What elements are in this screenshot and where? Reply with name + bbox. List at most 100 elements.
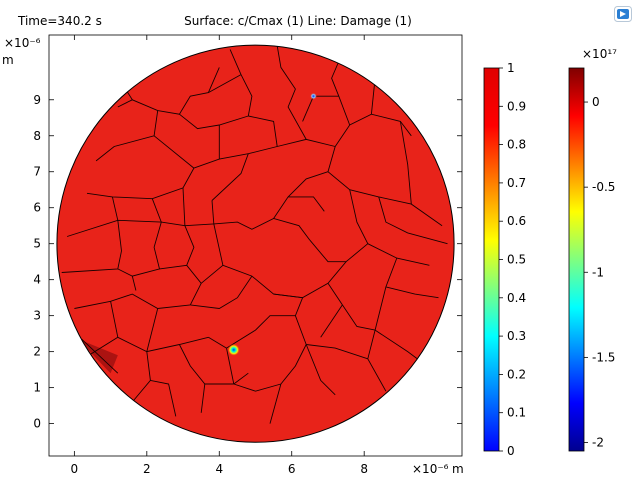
surface-colorbar-label: 0 [507,444,515,458]
grain-boundary-line [378,196,448,245]
grain-boundary-line [306,344,368,360]
y-tick-label: 1 [33,381,41,395]
line-colorbar-label: -0.5 [592,180,615,194]
x-axis-unit: m [452,462,464,476]
grain-boundary-line [269,383,282,424]
grain-boundary-line [288,196,325,212]
y-axis-unit: m [2,53,14,67]
x-axis-exponent: ×10⁻⁶ [412,462,449,476]
line-colorbar-label: -1.5 [592,350,615,364]
grain-boundary-line [111,196,119,221]
line-colorbar-ticks: -2 -1.5 -1 -0.5 0 [584,95,615,449]
particle-domain [56,44,455,443]
grain-boundary-line [226,297,304,349]
grain-boundary-line [178,344,234,385]
grain-boundary-line [327,146,443,227]
x-tick-label: 8 [360,462,368,476]
grain-boundary-line [117,336,209,353]
grain-boundary-line [81,338,119,374]
surface-colorbar-label: 1 [507,61,515,75]
grain-boundary-line [280,344,307,385]
plot-title: Surface: c/Cmax (1) Line: Damage (1) [184,14,412,28]
grain-boundary-line [211,200,215,224]
grain-boundary-line [276,45,307,140]
x-tick-label: 2 [143,462,151,476]
y-axis-ticks: 0 1 2 3 4 5 6 7 8 9 [33,93,462,431]
x-tick-label: 6 [288,462,296,476]
y-tick-label: 7 [33,165,41,179]
damaged-region [77,339,118,374]
surface-colorbar-label: 0.7 [507,176,526,190]
y-tick-label: 0 [33,417,41,431]
grain-boundary-line [229,49,253,117]
grain-boundary-line [131,275,137,291]
damage-lines-group [61,45,448,424]
grain-boundary-line [248,138,336,155]
grain-boundary-line [151,198,162,223]
y-tick-label: 6 [33,201,41,215]
x-tick-label: 4 [215,462,223,476]
concentration-hotspot [227,343,240,356]
y-tick-label: 8 [33,129,41,143]
axis-exponent-labels: ×10⁻⁶ m ×10⁻⁶ m [2,36,464,476]
grain-boundary-line [349,189,369,244]
grain-boundary-line [233,383,282,392]
grain-boundary-line [95,110,159,162]
grain-boundary-line [208,74,242,93]
grain-boundary-line [309,239,347,263]
surface-colorbar-label: 0.4 [507,291,526,305]
grain-boundary-line [153,135,195,169]
grain-boundary-line [320,304,343,338]
grain-boundary-line [294,315,336,396]
y-tick-label: 3 [33,309,41,323]
grain-boundary-line [146,308,159,352]
grain-boundary-line [399,121,412,205]
concentration-surface [56,45,455,443]
surface-colorbar-label: 0.5 [507,253,526,267]
concentration-hotspot [309,92,317,100]
x-tick-label: 0 [71,462,79,476]
axes-frame [48,34,463,457]
grain-boundary-line [179,113,249,130]
grain-boundary-line [159,225,195,270]
grain-boundary-line [182,187,186,226]
surface-colorbar-ticks: 0 0.1 0.2 0.3 0.4 0.5 0.6 0.7 0.8 0.9 1 [499,61,526,458]
grain-boundary-line [200,383,206,413]
grain-boundary-line [74,293,191,309]
y-tick-label: 9 [33,93,41,107]
grain-boundary-line [233,372,249,385]
particle-boundary [56,44,455,443]
surface-colorbar-label: 0.2 [507,367,526,381]
y-axis-exponent: ×10⁻⁶ [4,36,41,50]
surface-colorbar-label: 0.9 [507,99,526,113]
comsol-logo-icon [614,6,632,22]
surface-colorbar-label: 0.3 [507,329,526,343]
grain-boundary-line [211,153,249,201]
grain-boundary-line [331,52,351,126]
y-tick-label: 4 [33,273,41,287]
surface-colorbar [483,67,500,452]
grain-boundary-line [61,220,122,273]
grain-boundary-line [385,286,439,299]
line-colorbar-label: 0 [592,95,600,109]
line-colorbar-label: -1 [592,265,604,279]
surface-colorbar-label: 0.8 [507,138,526,152]
grain-boundary-line [190,275,253,309]
y-tick-label: 5 [33,237,41,251]
grain-boundary-line [226,348,235,385]
grain-boundary-line [273,171,329,219]
surface-colorbar-label: 0.6 [507,214,526,228]
surface-colorbar-label: 0.1 [507,406,526,420]
line-colorbar-label: -2 [592,435,604,449]
time-label: Time=340.2 s [17,14,102,28]
y-tick-label: 2 [33,345,41,359]
grain-boundary-line [213,218,311,241]
grain-boundary-line [150,379,177,417]
line-colorbar-exponent: ×10¹⁷ [582,47,617,61]
x-axis-ticks: 0 2 4 6 8 [71,35,368,476]
grain-boundary-line [248,115,278,147]
grain-boundary-line [302,96,314,122]
line-colorbar [568,67,585,452]
grain-boundary-line [327,283,376,331]
